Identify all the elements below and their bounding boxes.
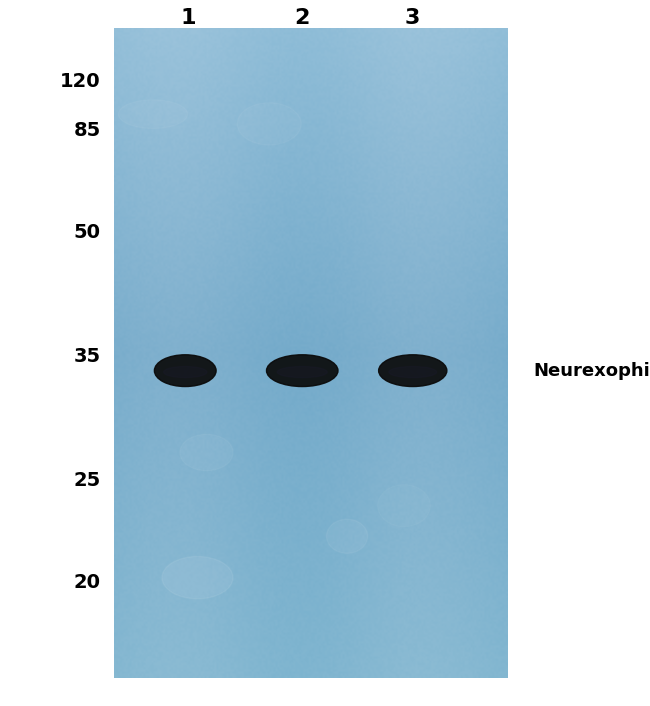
Text: 85: 85 — [73, 121, 101, 140]
Text: 120: 120 — [60, 72, 101, 90]
Text: 2: 2 — [294, 8, 310, 28]
Text: 1: 1 — [181, 8, 196, 28]
Ellipse shape — [326, 519, 368, 554]
Text: 3: 3 — [405, 8, 421, 28]
Ellipse shape — [389, 366, 437, 378]
Text: 25: 25 — [73, 471, 101, 489]
Ellipse shape — [266, 355, 338, 387]
Ellipse shape — [278, 366, 327, 378]
Text: 50: 50 — [73, 224, 101, 242]
Ellipse shape — [162, 556, 233, 599]
Ellipse shape — [378, 355, 447, 387]
Text: Neurexophilin-4: Neurexophilin-4 — [533, 361, 650, 380]
Text: 20: 20 — [73, 573, 101, 592]
Ellipse shape — [164, 366, 207, 378]
Ellipse shape — [154, 355, 216, 387]
Text: 35: 35 — [73, 347, 101, 366]
